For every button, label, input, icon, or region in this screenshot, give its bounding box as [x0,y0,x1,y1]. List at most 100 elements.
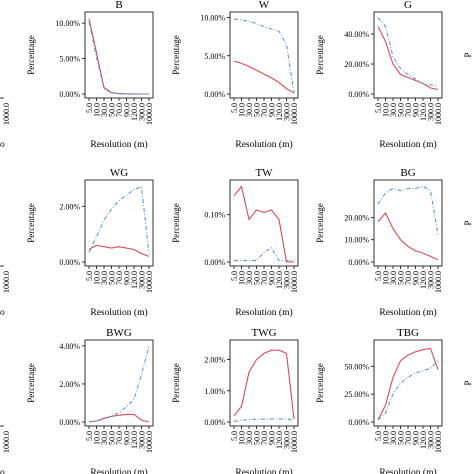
panel-title: BG [400,167,415,179]
x-axis-label: Resolution (m) [235,307,292,318]
x-tick-label: 10.0 [238,431,247,445]
x-tick-label: 120.0 [275,431,284,449]
left-panel-xlabel-fragment: o [0,308,5,318]
cut-off-panels: 1000.0 o P 1000.0 o P 1000.0 o P [0,52,473,474]
x-tick-label: 50.0 [397,431,406,445]
x-tick-label: 90.0 [123,103,132,117]
x-tick-label: 90.0 [123,431,132,445]
right-panel-ylabel-fragment: P [463,380,473,385]
x-tick-label: 30.0 [389,103,398,117]
y-axis-label: Percentage [26,203,36,242]
x-tick-label: 5.0 [85,271,94,281]
panel-b: B 0.00% 5.00% 10.00% Percentage 5.010.030.050… [26,0,154,150]
panel-tbg: TBG 0.00% 25.00% 50.00% Percentage 5.010.030.… [315,327,443,474]
panel-frame [84,339,154,427]
x-tick-label: 10.0 [382,103,391,117]
x-tick-label: 50.0 [253,103,262,117]
x-tick-label: 70.0 [115,271,124,285]
x-tick-label: 5.0 [230,431,239,441]
x-tick-label: 120.0 [275,271,284,289]
x-tick-label: 300.0 [427,431,436,449]
panel-title: BWG [106,327,132,339]
x-tick-label: 5.0 [374,103,383,113]
y-tick-label: 5.00% [59,55,80,64]
y-tick-label: 10.00% [55,19,80,28]
y-tick-label: 50.00% [344,362,369,371]
panel-bwg: BWG 0.00% 2.00% 4.00% Percentage 5.010.030.05… [26,327,154,474]
left-panel-x-tick-label: 1000.0 [2,431,11,453]
series-line-blue [88,345,150,423]
x-tick-label: 5.0 [230,103,239,113]
series-line-blue [233,18,295,94]
panel-g: G 0.00% 20.00% 40.00% Percentage 5.010.030.05… [315,0,443,150]
panel-frame [84,11,154,99]
x-tick-label: 1000.0 [290,431,299,453]
y-tick-label: 0.10% [204,211,225,220]
x-tick-label: 90.0 [268,103,277,117]
x-tick-label: 90.0 [412,431,421,445]
series-line-red [377,347,439,421]
x-tick-label: 5.0 [374,271,383,281]
panel-frame [84,179,154,267]
y-tick-label: 1.00% [204,387,225,396]
y-axis-label: Percentage [26,363,36,402]
panel-title: G [404,0,412,11]
right-panel-ylabel-fragment: P [463,52,473,57]
x-tick-label: 90.0 [412,271,421,285]
y-tick-label: 2.00% [59,202,80,211]
x-tick-label: 30.0 [245,271,254,285]
x-tick-label: 70.0 [115,431,124,445]
y-tick-label: 2.00% [204,356,225,365]
panel-title: W [259,0,270,11]
x-tick-label: 120.0 [419,103,428,121]
x-tick-label: 120.0 [419,271,428,289]
y-axis-label: Percentage [315,203,325,242]
x-tick-label: 5.0 [85,103,94,113]
x-tick-label: 50.0 [397,271,406,285]
x-tick-label: 50.0 [108,103,117,117]
x-tick-label: 1000.0 [290,103,299,125]
y-tick-label: 2.00% [59,380,80,389]
series-line-blue [377,360,439,421]
x-tick-label: 120.0 [419,431,428,449]
x-tick-label: 1000.0 [434,271,443,293]
y-tick-label: 0.00% [204,418,225,427]
x-tick-label: 120.0 [130,103,139,121]
y-tick-label: 0.00% [204,90,225,99]
y-tick-label: 0.00% [59,90,80,99]
x-tick-label: 50.0 [253,431,262,445]
x-tick-label: 10.0 [93,431,102,445]
x-tick-label: 90.0 [268,431,277,445]
series-line-red [233,185,294,263]
x-tick-label: 50.0 [253,271,262,285]
x-axis-label: Resolution (m) [379,467,436,474]
x-tick-label: 30.0 [389,271,398,285]
y-tick-label: 0.00% [59,418,80,427]
x-tick-label: 10.0 [382,431,391,445]
x-tick-label: 5.0 [85,431,94,441]
x-tick-label: 10.0 [238,271,247,285]
series-line-red [233,60,295,94]
y-tick-label: 20.00% [344,213,369,222]
x-tick-label: 300.0 [283,103,292,121]
x-tick-label: 30.0 [100,103,109,117]
x-tick-label: 30.0 [245,431,254,445]
series-line-red [377,26,439,91]
x-tick-label: 70.0 [404,103,413,117]
x-tick-label: 120.0 [275,103,284,121]
x-tick-label: 1000.0 [434,103,443,125]
left-panel-x-tick-label: 1000.0 [2,103,11,125]
x-tick-label: 30.0 [389,431,398,445]
x-axis-label: Resolution (m) [90,307,147,318]
series-line-blue [88,21,149,95]
panel-title: TWG [251,327,276,339]
x-tick-label: 300.0 [427,103,436,121]
y-tick-label: 0.00% [204,258,225,267]
x-tick-label: 50.0 [397,103,406,117]
x-tick-label: 30.0 [100,271,109,285]
x-tick-label: 70.0 [404,271,413,285]
x-tick-label: 70.0 [115,103,124,117]
x-axis-label: Resolution (m) [235,467,292,474]
x-axis-label: Resolution (m) [235,139,292,150]
x-tick-label: 70.0 [260,431,269,445]
